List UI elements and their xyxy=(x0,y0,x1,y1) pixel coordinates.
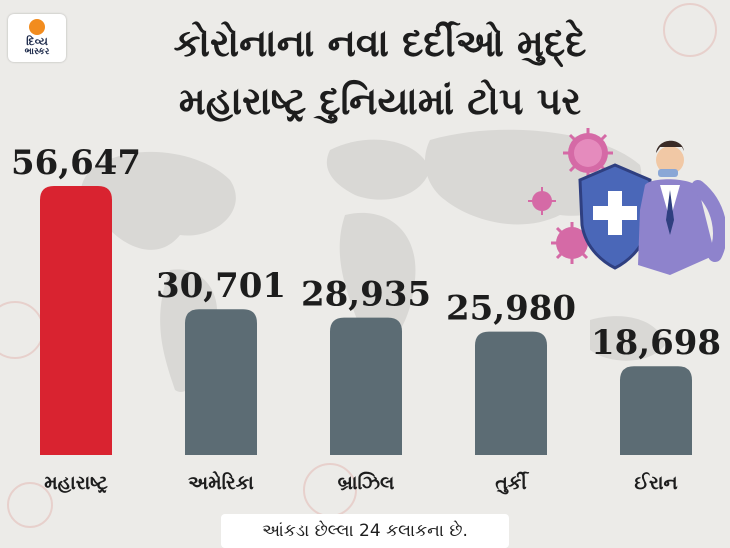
bar-value-label: 25,980 xyxy=(446,289,576,329)
category-label: તુર્કી xyxy=(495,472,529,494)
category-label: બ્રાઝિલ xyxy=(338,472,395,494)
bar xyxy=(185,309,257,455)
chart-title-line2: મહારાષ્ટ્ર દુનિયામાં ટોપ પર xyxy=(178,79,582,123)
sun-icon xyxy=(29,18,45,35)
value-labels-group: 56,647 30,701 28,935 25,980 18,698 xyxy=(11,143,721,363)
bar xyxy=(475,331,547,455)
bar xyxy=(330,317,402,455)
bars-group xyxy=(40,186,692,455)
doctor-figure-icon xyxy=(638,140,725,275)
virus-icon xyxy=(551,222,593,264)
category-labels-group: મહારાષ્ટ્ર અમેરિકા બ્રાઝિલ તુર્કી ઈરાન xyxy=(44,471,677,494)
virus-icon xyxy=(563,128,613,178)
bar-value-label: 28,935 xyxy=(301,275,431,315)
bar-value-label: 56,647 xyxy=(11,143,141,183)
bar xyxy=(40,186,112,455)
category-label: મહારાષ્ટ્ર xyxy=(44,472,108,494)
brand-name-line1: દિવ્ય xyxy=(26,34,48,48)
bar-value-label: 18,698 xyxy=(591,323,721,363)
bar xyxy=(620,366,692,455)
bar-value-label: 30,701 xyxy=(156,266,286,306)
footnote: આંકડા છેલ્લા 24 કલાકના છે. xyxy=(221,514,509,548)
brand-name-line2: ભાસ્કર xyxy=(24,46,50,57)
brand-logo: દિવ્ય ભાસ્કર xyxy=(8,14,66,62)
chart-title-line1: કોરોનાના નવા દર્દીઓ મુદ્દે xyxy=(173,21,587,65)
doctor-shield-illustration xyxy=(528,128,725,275)
category-label: ઈરાન xyxy=(634,472,677,494)
virus-icon xyxy=(528,187,556,215)
category-label: અમેરિકા xyxy=(188,471,254,494)
